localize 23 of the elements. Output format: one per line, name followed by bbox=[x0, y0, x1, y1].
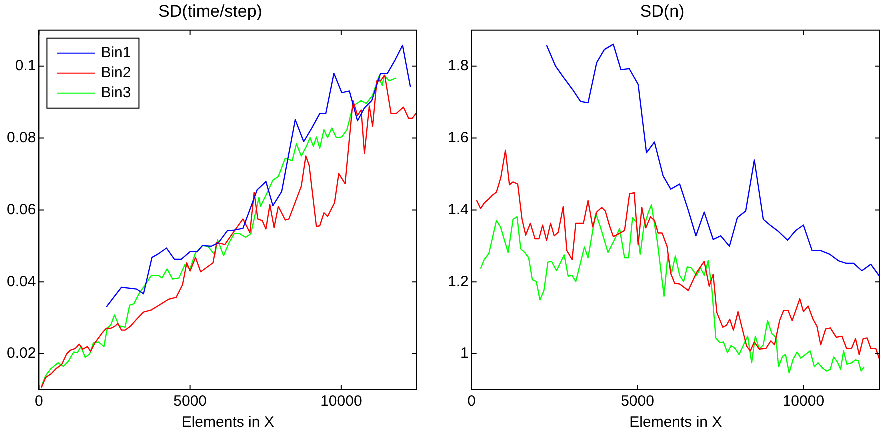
x-axis-title: Elements in X bbox=[182, 414, 274, 432]
chart-title: SD(n) bbox=[640, 2, 685, 21]
x-tick-label: 0 bbox=[468, 393, 476, 410]
y-tick-label: 0.08 bbox=[6, 129, 36, 146]
y-tick-label: 1 bbox=[460, 345, 469, 362]
legend-label: Bin1 bbox=[101, 44, 132, 62]
x-tick-label: 5000 bbox=[621, 393, 654, 410]
x-tick-label: 10000 bbox=[320, 393, 362, 410]
y-tick-label: 0.02 bbox=[6, 345, 36, 362]
legend-label: Bin3 bbox=[101, 84, 132, 102]
x-axis-title: Elements in X bbox=[630, 414, 722, 432]
x-tick-label: 5000 bbox=[174, 393, 208, 410]
x-tick-label: 10000 bbox=[782, 393, 825, 410]
y-tick-label: 1.2 bbox=[448, 273, 469, 290]
x-tick-label: 0 bbox=[35, 393, 44, 410]
y-tick-label: 1.8 bbox=[448, 58, 469, 74]
y-tick-label: 1.6 bbox=[448, 129, 469, 146]
chart-title: SD(time/step) bbox=[158, 2, 262, 21]
y-tick-label: 0.1 bbox=[15, 58, 36, 74]
y-tick-label: 1.4 bbox=[448, 201, 469, 218]
y-tick-label: 0.04 bbox=[6, 273, 36, 290]
legend-label: Bin2 bbox=[101, 64, 132, 82]
y-tick-label: 0.06 bbox=[6, 201, 36, 218]
